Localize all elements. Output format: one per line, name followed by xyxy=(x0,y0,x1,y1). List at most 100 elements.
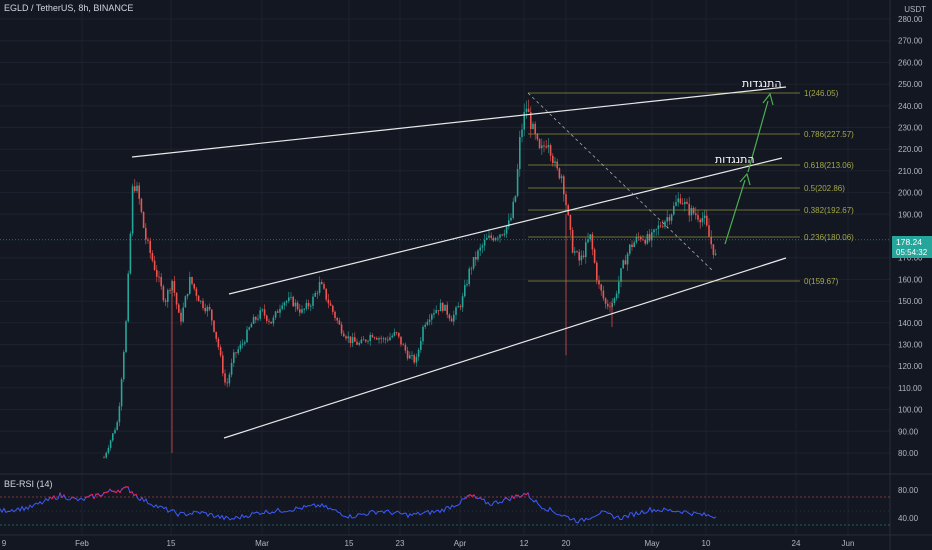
candle-body xyxy=(422,326,424,342)
candle-body xyxy=(681,203,684,205)
time-tick: 15 xyxy=(167,539,176,548)
rsi-overbought xyxy=(511,495,513,498)
green-arrow-1 xyxy=(724,179,746,245)
time-tick: 20 xyxy=(562,539,571,548)
time-tick: 12 xyxy=(520,539,529,548)
channel-upper-line[interactable] xyxy=(228,157,783,295)
time-tick: May xyxy=(644,539,659,548)
rsi-overbought xyxy=(95,493,97,496)
candle-body xyxy=(411,355,413,356)
candle-body xyxy=(609,306,611,308)
candle-body xyxy=(336,317,338,321)
candle-body xyxy=(457,306,459,308)
candle-body xyxy=(178,304,180,313)
candle-body xyxy=(345,336,347,339)
candle-body xyxy=(334,311,336,318)
candle-body xyxy=(266,315,268,321)
candle-body xyxy=(301,309,303,313)
candle-body xyxy=(290,296,292,298)
candle-body xyxy=(587,239,589,243)
candle-body xyxy=(600,284,602,291)
time-tick: Feb xyxy=(75,539,89,548)
candle-body xyxy=(409,355,411,359)
candle-body xyxy=(120,379,123,407)
rsi-overbought xyxy=(59,492,61,495)
candle-body xyxy=(574,251,576,253)
upper-trendline[interactable] xyxy=(131,86,787,158)
candle-body xyxy=(321,282,323,285)
candle-body xyxy=(142,211,145,228)
candle-body xyxy=(398,332,400,337)
rsi-overbought xyxy=(525,493,527,496)
candle-body xyxy=(182,307,184,322)
candle-body xyxy=(490,235,492,238)
candle-body xyxy=(215,331,217,339)
candle-body xyxy=(477,250,479,260)
candle-body xyxy=(162,286,165,301)
candle-body xyxy=(712,244,715,255)
fib-level-label: 0.5(202.86) xyxy=(804,184,845,193)
candle-body xyxy=(565,194,567,206)
candle-body xyxy=(552,155,554,164)
rsi-indicator-label[interactable]: BE-RSI (14) xyxy=(4,479,53,489)
candle-body xyxy=(631,244,633,247)
candle-body xyxy=(431,314,433,320)
candle-body xyxy=(651,232,653,241)
candle-body xyxy=(585,242,587,257)
candle-body xyxy=(613,298,616,303)
candle-body xyxy=(138,185,140,199)
candle-body xyxy=(105,452,107,458)
candle-body xyxy=(646,234,649,244)
price-tick: 80.00 xyxy=(898,449,919,458)
candle-body xyxy=(596,262,598,281)
channel-lower-line[interactable] xyxy=(223,257,787,439)
candle-body xyxy=(604,298,607,304)
candle-body xyxy=(191,276,193,284)
candle-body xyxy=(479,247,481,251)
candle-body xyxy=(371,335,374,338)
candle-body xyxy=(193,283,195,289)
candle-body xyxy=(415,356,418,363)
candle-body xyxy=(666,217,668,222)
time-tick: 9 xyxy=(2,539,7,548)
candle-body xyxy=(175,292,178,305)
candle-body xyxy=(228,374,231,384)
candle-body xyxy=(486,237,488,240)
candle-body xyxy=(197,295,200,302)
candle-body xyxy=(303,308,305,310)
candle-body xyxy=(497,237,499,239)
candle-body xyxy=(602,290,605,299)
candle-body xyxy=(343,333,345,337)
candle-body xyxy=(686,201,688,204)
candle-body xyxy=(435,310,437,314)
candle-body xyxy=(217,338,220,348)
fib-level-label: 1(246.05) xyxy=(804,89,839,98)
candle-body xyxy=(662,226,664,228)
price-tick: 220.00 xyxy=(898,145,923,154)
time-tick: 10 xyxy=(702,539,711,548)
candle-body xyxy=(373,337,376,339)
rsi-tick: 80.00 xyxy=(898,486,919,495)
candle-body xyxy=(325,288,327,300)
symbol-header[interactable]: EGLD / TetherUS, 8h, BINANCE xyxy=(4,3,134,13)
price-tick: 230.00 xyxy=(898,124,923,133)
candle-body xyxy=(376,338,378,340)
svg-text:178.24: 178.24 xyxy=(896,237,922,247)
candle-body xyxy=(389,337,391,341)
rsi-overbought xyxy=(467,494,469,497)
candle-body xyxy=(547,145,550,148)
candle-body xyxy=(525,108,528,112)
rsi-overbought xyxy=(513,497,515,500)
candle-body xyxy=(444,304,446,311)
price-tick: 270.00 xyxy=(898,37,923,46)
candle-body xyxy=(508,220,510,227)
candle-body xyxy=(446,304,448,315)
candle-body xyxy=(283,302,286,306)
price-tick: 260.00 xyxy=(898,58,923,67)
candle-body xyxy=(615,293,618,299)
candle-body xyxy=(211,309,213,321)
candle-body xyxy=(503,233,506,236)
candle-body xyxy=(136,185,138,191)
rsi-overbought xyxy=(135,493,137,496)
